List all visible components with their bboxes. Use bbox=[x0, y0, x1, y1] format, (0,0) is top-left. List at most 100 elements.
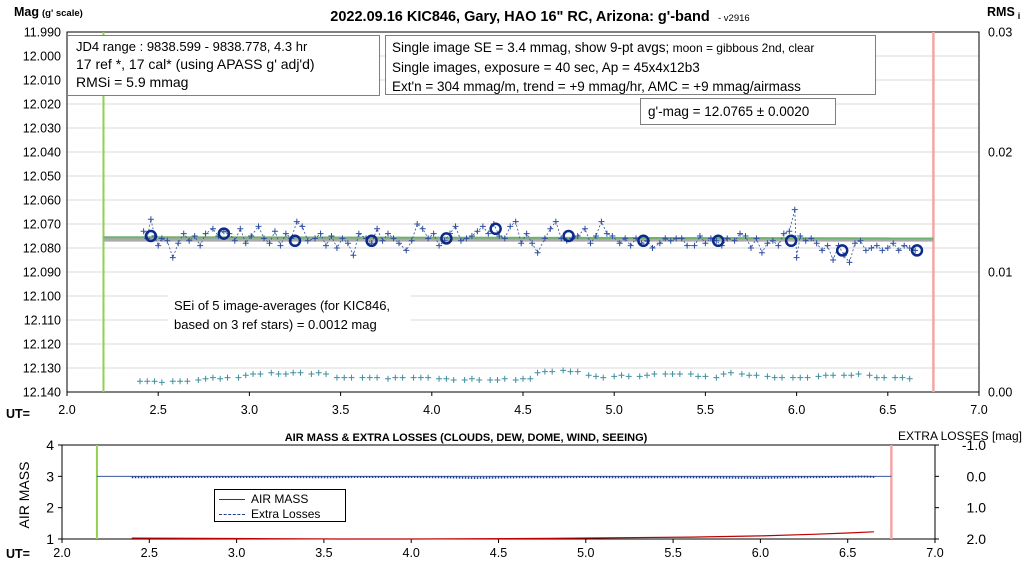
x-tick-label: 5.5 bbox=[697, 403, 714, 417]
single-image-point bbox=[862, 247, 869, 254]
airmass-plot-frame bbox=[61, 444, 936, 540]
rms-point bbox=[144, 378, 151, 385]
airmass-y-tick-label: 3 bbox=[46, 468, 54, 484]
rms-point bbox=[494, 377, 501, 383]
single-image-point bbox=[769, 237, 776, 244]
rms-point bbox=[676, 371, 683, 377]
rms-point bbox=[873, 374, 880, 381]
single-image-point bbox=[592, 233, 599, 239]
average-point bbox=[144, 229, 158, 243]
single-image-point bbox=[260, 235, 267, 242]
single-image-point bbox=[436, 242, 443, 249]
rms-point bbox=[235, 374, 242, 381]
rms-point bbox=[158, 379, 165, 386]
rms-point bbox=[410, 374, 417, 381]
single-image-point bbox=[748, 245, 754, 251]
rms-point bbox=[487, 377, 494, 383]
rms-point bbox=[592, 373, 599, 380]
single-image-point bbox=[242, 240, 249, 247]
single-image-point bbox=[237, 225, 244, 232]
y-axis-title: Mag (g' scale) bbox=[14, 5, 83, 19]
plot-frame bbox=[66, 31, 980, 393]
single-image-point bbox=[609, 233, 616, 239]
single-image-point bbox=[474, 228, 481, 235]
rms-point bbox=[341, 374, 348, 381]
single-image-point bbox=[534, 249, 541, 256]
single-image-point bbox=[395, 240, 402, 247]
x-tick-label: 6.0 bbox=[788, 403, 805, 417]
rms-point bbox=[209, 374, 216, 381]
single-image-point bbox=[656, 240, 663, 247]
single-image-point bbox=[824, 242, 831, 249]
airmass-line bbox=[131, 531, 874, 540]
y-tick-label: 12.130 bbox=[23, 362, 61, 376]
rms-point bbox=[257, 371, 264, 377]
single-image-point bbox=[857, 237, 864, 244]
average-point bbox=[711, 234, 725, 248]
single-image-point bbox=[248, 233, 255, 239]
sei-line-2: based on 3 ref stars) = 0.0012 mag bbox=[174, 317, 377, 332]
airmass-x-tick-label: 3.0 bbox=[228, 546, 245, 560]
rms-point bbox=[250, 371, 257, 377]
rms-point bbox=[541, 368, 548, 375]
airmass-x-tick-label: 5.5 bbox=[664, 546, 681, 560]
average-point bbox=[835, 244, 849, 257]
average-point bbox=[288, 234, 302, 248]
y-tick-label: 11.990 bbox=[24, 26, 61, 40]
x-tick-label: 3.5 bbox=[332, 403, 349, 417]
single-image-point bbox=[793, 254, 800, 261]
single-image-point bbox=[266, 240, 273, 247]
single-image-point bbox=[684, 242, 691, 249]
single-image-point bbox=[293, 218, 300, 225]
single-image-point bbox=[202, 230, 209, 237]
single-image-point bbox=[616, 240, 623, 247]
single-image-point bbox=[501, 235, 508, 242]
y-tick-label: 12.030 bbox=[23, 122, 61, 136]
single-image-point bbox=[507, 223, 514, 230]
rms-point bbox=[512, 377, 519, 383]
rms-point bbox=[855, 371, 862, 377]
rms-point bbox=[841, 372, 848, 379]
average-point bbox=[217, 227, 231, 240]
rms-point bbox=[195, 377, 202, 383]
extra-losses-tick-label: 0.0 bbox=[967, 468, 987, 484]
rms-point bbox=[242, 372, 249, 379]
single-image-point bbox=[271, 228, 278, 235]
single-image-point bbox=[323, 242, 330, 249]
single-image-point bbox=[452, 223, 459, 230]
y-tick-label: 12.120 bbox=[23, 338, 61, 352]
rms-point bbox=[323, 371, 330, 377]
extra-losses-tick-label: 2.0 bbox=[967, 531, 987, 547]
y-tick-label: 12.050 bbox=[23, 170, 61, 184]
single-image-point bbox=[147, 216, 154, 223]
single-image-point bbox=[662, 235, 669, 242]
rms-point bbox=[177, 378, 184, 385]
single-image-point bbox=[808, 235, 815, 242]
single-image-point bbox=[901, 242, 908, 249]
rms-point bbox=[644, 372, 651, 379]
single-image-point bbox=[667, 237, 674, 244]
rms-point bbox=[727, 369, 734, 376]
rms-point bbox=[771, 374, 778, 381]
info-box-right: Single image SE = 3.4 mmag, show 9-pt av… bbox=[385, 35, 876, 95]
x-tick-label: 6.5 bbox=[879, 403, 896, 417]
extra-losses-tick-label: -1.0 bbox=[962, 437, 986, 453]
y-tick-label: 12.100 bbox=[23, 290, 61, 304]
single-image-point bbox=[328, 233, 335, 239]
single-image-point bbox=[344, 240, 351, 247]
y-tick-label: 12.090 bbox=[23, 266, 61, 280]
single-image-point bbox=[791, 206, 798, 213]
rms-point bbox=[866, 372, 873, 379]
single-image-point bbox=[603, 230, 610, 237]
rms-point bbox=[549, 368, 556, 375]
info-single-image-se: Single image SE = 3.4 mmag, show 9-pt av… bbox=[392, 40, 815, 55]
rms-point bbox=[399, 374, 406, 381]
legend-label-airmass: AIR MASS bbox=[251, 492, 309, 506]
single-image-point bbox=[312, 235, 319, 242]
single-image-point bbox=[574, 233, 581, 239]
rms-point bbox=[202, 375, 209, 382]
single-image-point bbox=[547, 225, 554, 232]
single-image-point bbox=[209, 225, 216, 232]
rms-point bbox=[611, 373, 618, 380]
